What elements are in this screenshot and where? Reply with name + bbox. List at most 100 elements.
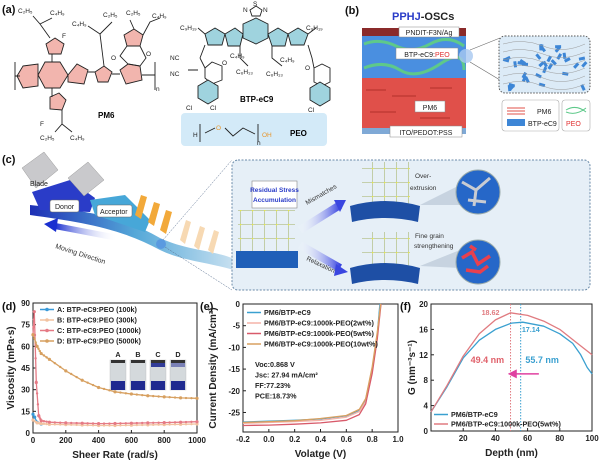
btp-rod xyxy=(562,71,569,76)
data-point xyxy=(97,422,100,425)
red-depth-label: 49.4 nm xyxy=(471,355,505,365)
peo-text: PEO xyxy=(435,52,450,59)
btp-rod xyxy=(508,84,516,91)
peo-chain xyxy=(502,73,586,82)
x-tick-label: 0 xyxy=(31,436,36,445)
data-point xyxy=(80,421,84,425)
benzene-ring xyxy=(37,61,69,89)
y-tick-label: 60 xyxy=(21,342,30,351)
data-point xyxy=(86,422,89,425)
vial-cap xyxy=(171,360,185,363)
series-line xyxy=(242,303,382,424)
x-axis-label: Volatge (V) xyxy=(295,449,346,460)
y-tick-label: 20 xyxy=(419,300,428,309)
data-point xyxy=(42,422,46,426)
vial-cap xyxy=(111,360,125,363)
donor-layer-label: PM6 xyxy=(423,105,438,112)
x-tick-label: 600 xyxy=(125,436,139,445)
data-point xyxy=(38,349,42,353)
data-point xyxy=(124,392,128,395)
legend-pm6: PM6 xyxy=(537,109,552,116)
data-point xyxy=(53,361,57,365)
data-point xyxy=(195,422,199,426)
data-point xyxy=(119,391,122,394)
relaxation-arrow xyxy=(298,241,342,272)
blade-1 xyxy=(21,151,59,189)
y-tick-label: 4 xyxy=(424,402,429,411)
legend-label: PM6/BTP-eC9 xyxy=(264,308,311,317)
data-point xyxy=(45,422,48,426)
data-point xyxy=(91,424,95,427)
data-point xyxy=(31,412,35,416)
bottom-electrode-label: ITO/PEDOT:PSS xyxy=(400,130,453,137)
over-extrusion-label-2: extrusion xyxy=(410,185,437,192)
y-tick-label: 15 xyxy=(21,407,30,416)
panel-label-c: (c) xyxy=(2,154,16,166)
x-tick-label: 0.0 xyxy=(263,435,275,444)
btp-rod xyxy=(580,84,586,91)
data-point xyxy=(162,421,166,424)
substituent-label: C₄H₉ xyxy=(72,21,87,28)
peo-chain xyxy=(502,49,586,58)
x-tick-label: 400 xyxy=(92,436,106,445)
panel-label-a: (a) xyxy=(2,4,16,16)
data-point xyxy=(102,387,106,391)
legend-label: C: BTP-eC9:PEO (1000k) xyxy=(57,326,141,335)
x-tick-label: 200 xyxy=(59,436,73,445)
data-point xyxy=(48,423,51,426)
blue-peak-label: 17.14 xyxy=(522,325,540,334)
donor-label: Donor xyxy=(55,204,75,211)
chlorine-label: Cl xyxy=(210,105,217,112)
data-point xyxy=(91,422,95,425)
substituent-label: C₂H₅ xyxy=(18,8,33,15)
hydroxyl-label: OH xyxy=(262,132,272,139)
data-point xyxy=(157,395,160,398)
substituent-label: C₉H₁₉ xyxy=(180,25,197,32)
pv-parameter: Voc:0.868 V xyxy=(255,360,295,369)
cyano-label: NC xyxy=(170,55,180,62)
vial-solution xyxy=(171,381,185,390)
x-tick-label: 1000 xyxy=(188,436,206,445)
y-tick-label: 0 xyxy=(26,429,31,438)
data-point xyxy=(130,392,133,396)
y-tick-label: -5 xyxy=(233,322,241,331)
y-axis-label: Viscosity (mPa·s) xyxy=(6,326,17,409)
legend-marker xyxy=(45,318,49,322)
x-tick-label: 0.4 xyxy=(315,435,327,444)
stress-label-1: Residual Stress xyxy=(250,187,299,194)
substituent-label: C₄H₉ xyxy=(50,10,65,17)
data-point xyxy=(146,421,149,425)
y-tick-label: -25 xyxy=(228,408,240,417)
data-point xyxy=(141,393,144,397)
panel-label-f: (f) xyxy=(400,301,411,313)
dione-ring xyxy=(119,45,147,67)
data-point xyxy=(64,369,67,372)
magnify-spot xyxy=(156,239,166,249)
moving-direction-arrow xyxy=(54,223,119,241)
lattice-top xyxy=(362,162,410,208)
thiophene-ring xyxy=(16,63,39,89)
data-point xyxy=(135,421,139,425)
stress-box xyxy=(251,180,298,209)
y-tick-label: 8 xyxy=(424,376,429,385)
y-tick-label: 30 xyxy=(21,386,30,395)
series-line xyxy=(430,321,593,413)
btp-rod xyxy=(535,53,542,60)
legend-label: PM6/BTP-eC9 xyxy=(451,410,498,419)
substituent-label: C₄H₉ xyxy=(280,57,295,64)
title-highlight: PPHJ xyxy=(392,11,421,23)
oxygen-label: O xyxy=(305,65,310,72)
data-point xyxy=(42,354,46,357)
peo-label: PEO xyxy=(290,129,307,138)
data-point xyxy=(39,352,43,355)
data-point xyxy=(59,421,62,424)
data-point xyxy=(141,421,144,425)
y-tick-label: 90 xyxy=(21,299,30,308)
fluorine-label: F xyxy=(62,33,66,40)
fine-grain-label-1: Fine grain xyxy=(415,233,444,240)
legend-label: PM6/BTP-eC9:1000k-PEO(5wt%) xyxy=(264,329,374,338)
data-point xyxy=(64,421,67,425)
thiadiazole-ring xyxy=(249,5,263,17)
btp-rod xyxy=(540,45,547,53)
